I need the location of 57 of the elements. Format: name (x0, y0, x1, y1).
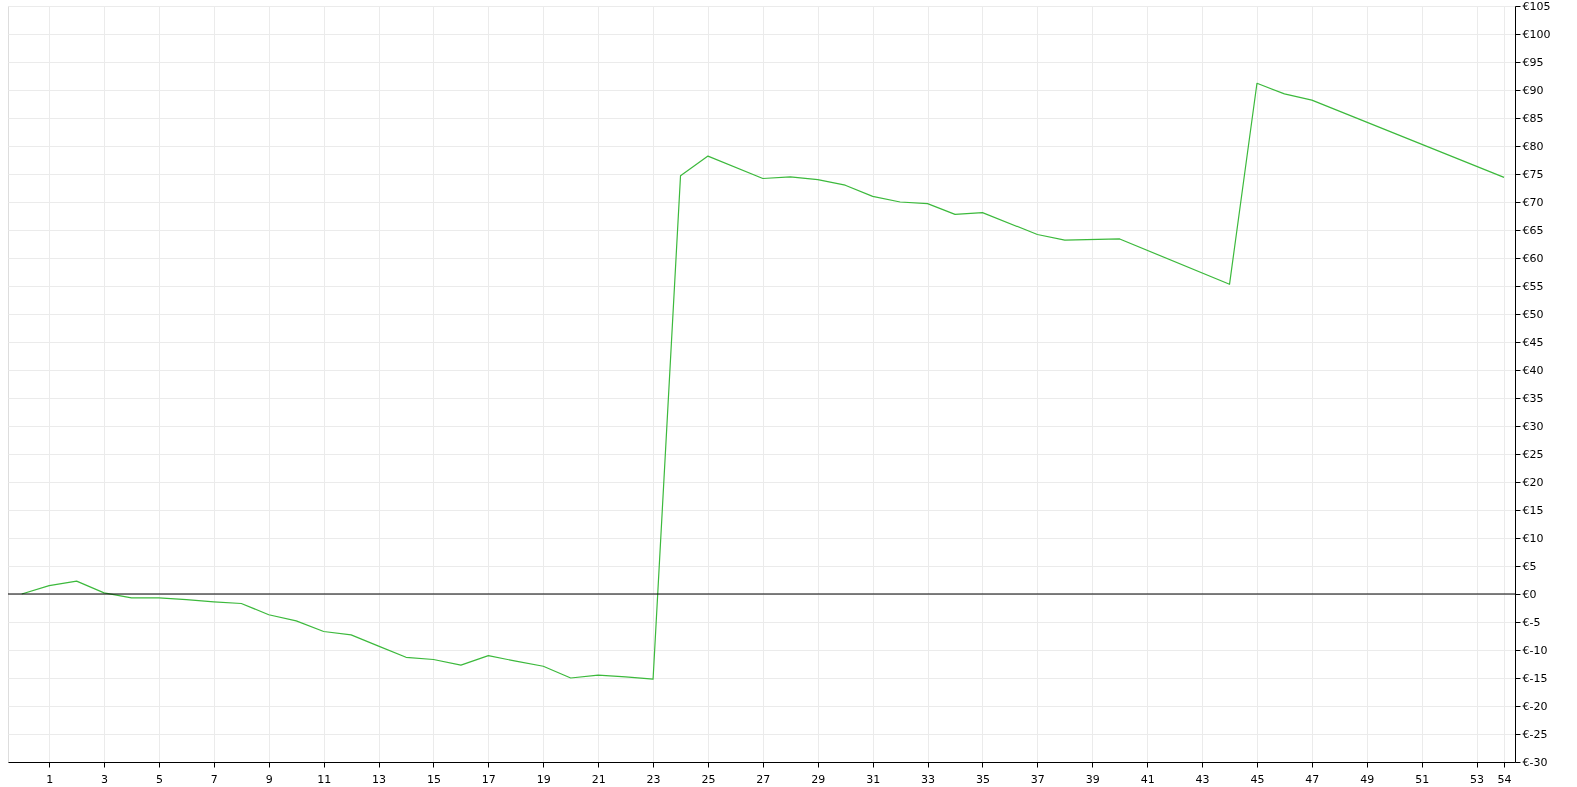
y-tick-label: €50 (1522, 307, 1544, 321)
y-tick-label: €100 (1522, 27, 1551, 41)
x-tick-label: 51 (1415, 772, 1430, 786)
y-tick-label: €30 (1522, 419, 1544, 433)
x-tick-label: 47 (1305, 772, 1320, 786)
y-tick-label: €60 (1522, 251, 1544, 265)
y-tick-label: €-30 (1522, 755, 1548, 769)
x-tick-label: 19 (536, 772, 551, 786)
y-tick-label: €95 (1522, 55, 1544, 69)
x-tick-label: 9 (265, 772, 273, 786)
x-tick-label: 31 (866, 772, 881, 786)
x-tick-label: 54 (1497, 772, 1512, 786)
y-tick-label: €80 (1522, 139, 1544, 153)
y-tick-label: €65 (1522, 223, 1544, 237)
y-tick-label: €5 (1522, 559, 1537, 573)
x-tick-label: 45 (1250, 772, 1265, 786)
x-tick-label: 7 (210, 772, 218, 786)
x-tick-label: 49 (1360, 772, 1375, 786)
y-tick-label: €20 (1522, 475, 1544, 489)
x-tick-label: 21 (591, 772, 606, 786)
x-tick-label: 13 (372, 772, 387, 786)
x-tick-label: 17 (481, 772, 496, 786)
y-tick-label: €40 (1522, 363, 1544, 377)
line-series (21, 82, 1505, 680)
y-tick-label: €10 (1522, 531, 1544, 545)
y-tick-label: €-5 (1522, 615, 1541, 629)
y-tick-label: €-25 (1522, 727, 1548, 741)
y-tick-label: €85 (1522, 111, 1544, 125)
y-tick-label: €-15 (1522, 671, 1548, 685)
y-tick-label: €0 (1522, 587, 1537, 601)
y-tick-label: €105 (1522, 0, 1551, 13)
y-tick-label: €70 (1522, 195, 1544, 209)
y-tick-label: €35 (1522, 391, 1544, 405)
x-tick-label: 29 (811, 772, 826, 786)
x-tick-label: 5 (155, 772, 163, 786)
x-tick-label: 39 (1085, 772, 1100, 786)
x-tick-label: 25 (701, 772, 716, 786)
x-tick-label: 37 (1030, 772, 1045, 786)
x-tick-label: 41 (1140, 772, 1155, 786)
x-tick-label: 35 (975, 772, 990, 786)
y-tick-label: €90 (1522, 83, 1544, 97)
x-tick-label: 3 (101, 772, 109, 786)
y-tick-label: €-20 (1522, 699, 1548, 713)
x-tick-label: 23 (646, 772, 661, 786)
y-tick-label: €55 (1522, 279, 1544, 293)
x-tick-label: 11 (317, 772, 332, 786)
x-tick-label: 27 (756, 772, 771, 786)
x-tick-label: 15 (426, 772, 441, 786)
y-tick-label: €75 (1522, 167, 1544, 181)
y-tick-label: €15 (1522, 503, 1544, 517)
y-tick-label: €25 (1522, 447, 1544, 461)
x-tick-label: 43 (1195, 772, 1210, 786)
x-tick-label: 33 (921, 772, 936, 786)
x-tick-label: 1 (46, 772, 54, 786)
x-tick-label: 53 (1470, 772, 1485, 786)
y-tick-label: €45 (1522, 335, 1544, 349)
y-tick-label: €-10 (1522, 643, 1548, 657)
